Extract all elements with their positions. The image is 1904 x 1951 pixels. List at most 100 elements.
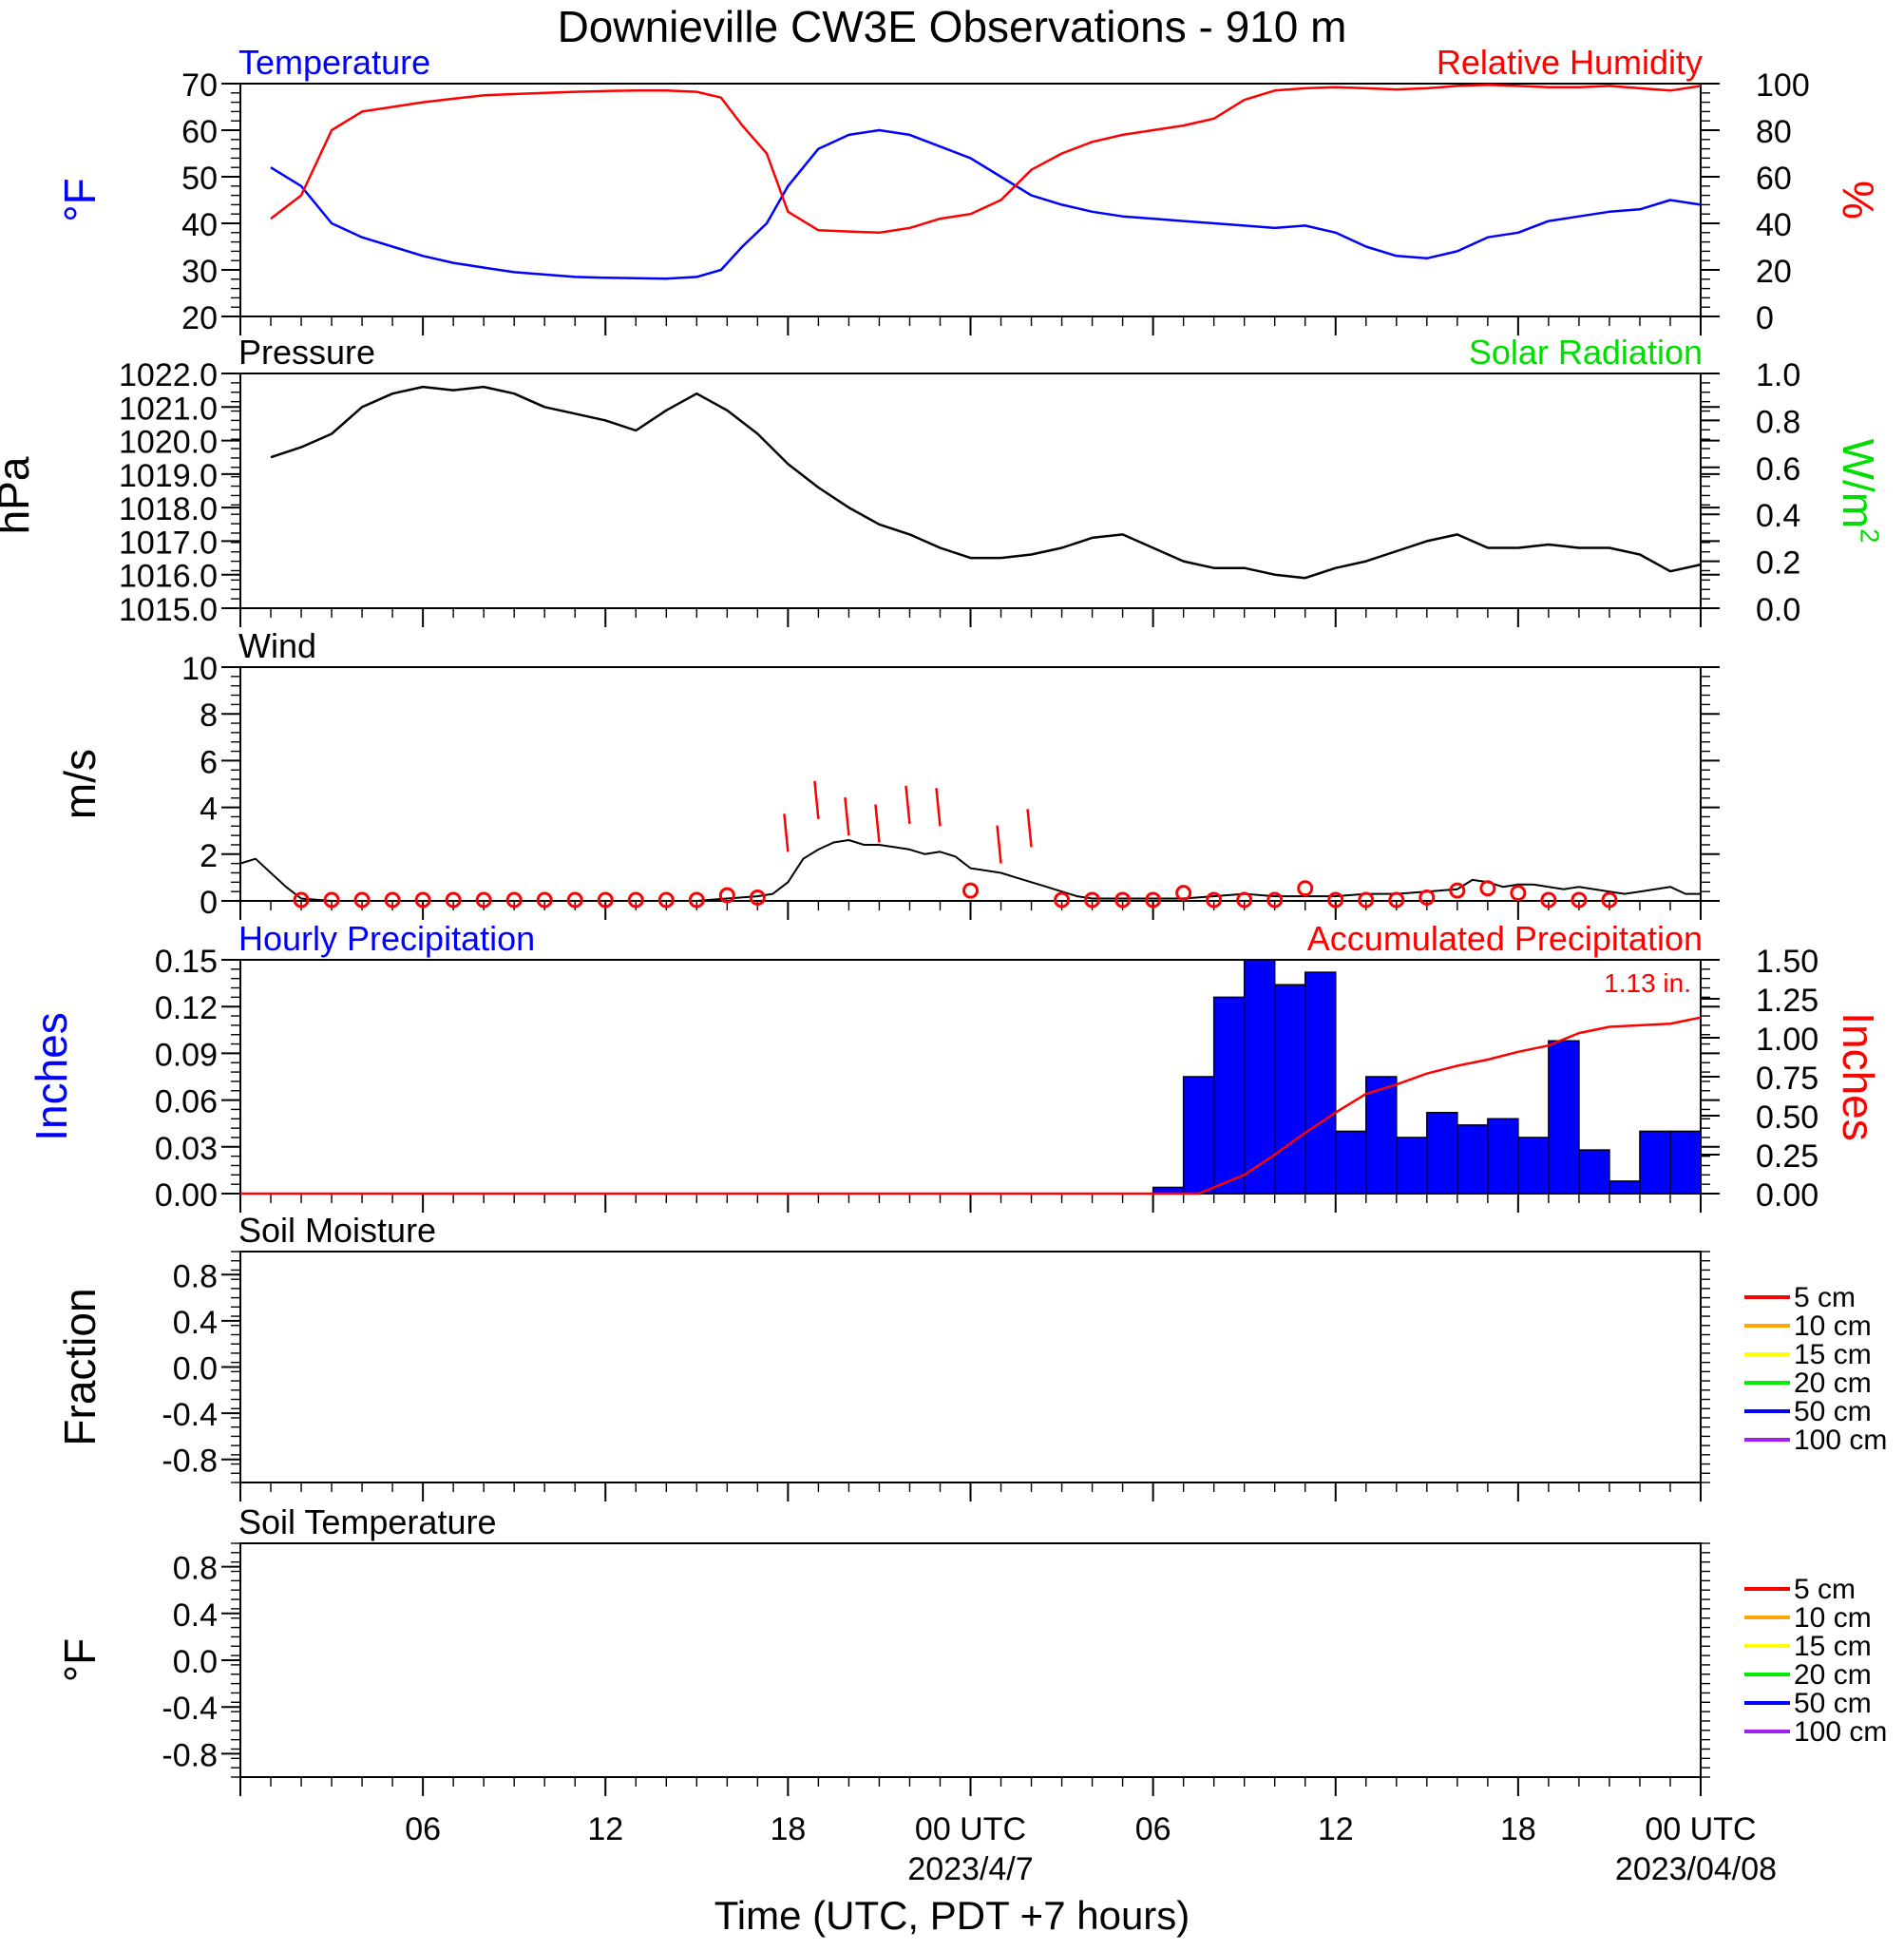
panel-left-title: Hourly Precipitation <box>238 919 535 958</box>
precip-bar <box>1669 1130 1702 1195</box>
y2-tick-label: 20 <box>1756 254 1792 290</box>
y-axis-label: °F <box>55 178 105 222</box>
y-axis-label: Inches <box>27 1012 76 1141</box>
wind-calm-marker <box>293 891 310 909</box>
precip-bar <box>1335 1130 1367 1195</box>
y-tick-label: 2 <box>200 838 218 874</box>
plot-frame <box>239 373 1702 609</box>
wind-calm-marker <box>536 891 553 909</box>
y-tick-label: 20 <box>181 300 218 336</box>
x-tick-labels: 06 12 18 00 UTC 2023/4/7 06 12 18 00 UTC 2023/04/… <box>405 1811 1777 1887</box>
x-tick-date-label: 2023/04/08 <box>1615 1851 1777 1887</box>
y2-tick-label: 1.25 <box>1756 983 1818 1019</box>
x-tick-label: 18 <box>1500 1811 1536 1847</box>
panel-left-title: Temperature <box>238 43 430 82</box>
precip-bar <box>1182 1076 1215 1195</box>
series-line-pressure <box>270 385 1702 580</box>
precip-bar <box>1639 1130 1671 1195</box>
legend-label: 50 cm <box>1794 1396 1872 1427</box>
y-tick-label: 4 <box>200 792 218 828</box>
y-tick-label: 0.8 <box>173 1258 218 1294</box>
wind-calm-marker <box>962 882 979 899</box>
precip-bar <box>1212 996 1246 1195</box>
y-tick-label: 1019.0 <box>119 458 218 494</box>
legend-label: 15 cm <box>1794 1339 1872 1370</box>
y-tick-label: 1017.0 <box>119 525 218 561</box>
wind-calm-marker <box>1449 882 1466 899</box>
wind-barb <box>813 780 820 820</box>
legend-label: 100 cm <box>1794 1716 1887 1748</box>
plot-frame <box>239 83 1702 317</box>
wind-calm-marker <box>1297 880 1314 897</box>
y2-tick-label: 0.75 <box>1756 1061 1818 1097</box>
wind-calm-marker <box>718 887 735 904</box>
y-tick-label: 70 <box>181 67 218 104</box>
wind-calm-marker <box>1571 891 1588 909</box>
y-tick-label: 0.06 <box>155 1084 218 1120</box>
wind-calm-marker <box>1327 891 1344 909</box>
x-tick-label: 06 <box>405 1811 441 1847</box>
y-tick-label: 1018.0 <box>119 491 218 527</box>
panel-pressure: 1015.01016.01017.01018.01019.01020.01021… <box>0 333 1884 628</box>
y2-tick-label: 1.50 <box>1756 944 1818 980</box>
x-tick-label: 18 <box>770 1811 806 1847</box>
y-tick-label: 0.03 <box>155 1131 218 1167</box>
wind-calm-marker <box>627 891 644 909</box>
plot-frame <box>239 1251 1702 1483</box>
panel-right-title: Relative Humidity <box>1437 43 1703 82</box>
legend-label: 50 cm <box>1794 1688 1872 1719</box>
legend-label: 10 cm <box>1794 1602 1872 1634</box>
precip-bar <box>1365 1076 1398 1195</box>
y2-tick-label: 40 <box>1756 207 1792 243</box>
panel-precip: 0.000.030.060.090.120.150.000.250.500.75… <box>27 919 1883 1214</box>
y-tick-label: 10 <box>181 651 218 687</box>
wind-calm-marker <box>1418 889 1436 907</box>
wind-calm-marker <box>1601 891 1618 909</box>
y-axis-label-right-superscript: 2 <box>1855 528 1884 543</box>
y-tick-label: 0.0 <box>173 1644 218 1680</box>
wind-calm-marker <box>1236 891 1253 909</box>
precip-bar <box>1578 1149 1610 1195</box>
panel-temperature: 20 30 40 50 60 70 0 20 40 60 80 100 Temperature Relat… <box>55 43 1883 336</box>
x-tick-label: 00 UTC <box>1645 1811 1756 1847</box>
x-tick-label: 06 <box>1135 1811 1171 1847</box>
y2-tick-label: 1.00 <box>1756 1022 1818 1058</box>
x-tick-label: 00 UTC <box>915 1811 1026 1847</box>
chart-title: Downieville CW3E Observations - 910 m <box>558 2 1347 51</box>
y-tick-label: 0.12 <box>155 990 218 1026</box>
wind-barb <box>904 785 911 824</box>
wind-calm-marker <box>688 891 705 909</box>
precip-bar <box>1396 1137 1428 1195</box>
y2-tick-label: 0.6 <box>1756 451 1800 488</box>
legend-label: 5 cm <box>1794 1282 1856 1313</box>
wind-barb <box>874 804 881 843</box>
y-axis-label-right: Inches <box>1834 1012 1883 1141</box>
y2-tick-label: 0.0 <box>1756 592 1800 628</box>
precip-bar <box>1243 959 1276 1195</box>
wind-calm-marker <box>657 891 675 909</box>
legend-label: 100 cm <box>1794 1425 1887 1456</box>
wind-calm-marker <box>353 891 371 909</box>
wind-barb <box>783 813 790 852</box>
plot-frame <box>239 1542 1702 1778</box>
wind-barb <box>996 825 1002 864</box>
wind-calm-marker <box>1084 891 1101 909</box>
wind-calm-marker <box>1175 885 1192 902</box>
series-line-wind-speed <box>239 839 1701 902</box>
y-tick-label: -0.4 <box>162 1397 218 1433</box>
wind-calm-marker <box>384 891 401 909</box>
y2-tick-label: 100 <box>1756 67 1810 104</box>
wind-calm-marker <box>1540 891 1557 909</box>
y-tick-label: 1021.0 <box>119 391 218 427</box>
y-axis-label: m/s <box>55 749 105 819</box>
y-axis-label: °F <box>55 1638 105 1683</box>
y-tick-label: 6 <box>200 744 218 780</box>
y-tick-label: 8 <box>200 698 218 734</box>
y-tick-label: 0.8 <box>173 1551 218 1587</box>
precip-bar <box>1548 1040 1580 1195</box>
wind-calm-marker <box>1510 885 1527 902</box>
y-axis-label: Fraction <box>55 1288 105 1445</box>
